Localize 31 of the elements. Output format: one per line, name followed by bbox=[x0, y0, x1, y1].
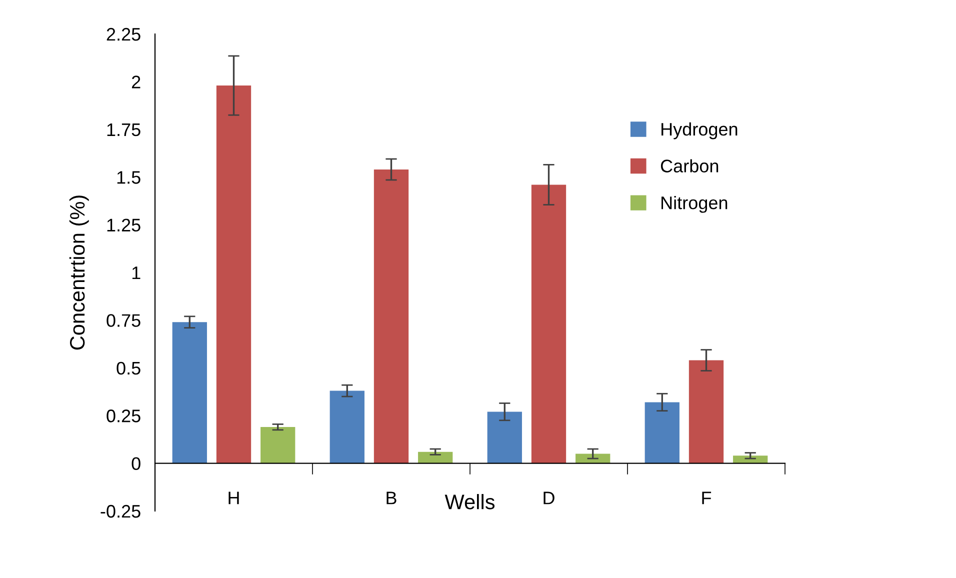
bar bbox=[644, 402, 680, 464]
legend-label: Hydrogen bbox=[662, 122, 738, 140]
bar bbox=[688, 360, 724, 464]
bar bbox=[374, 169, 409, 464]
bar bbox=[216, 86, 252, 464]
y-axis-title: Concentrtion (%) bbox=[69, 196, 89, 350]
x-tick-label: B bbox=[386, 492, 396, 504]
legend-label: Nitrogen bbox=[662, 196, 728, 213]
y-tick-label: 2 bbox=[132, 76, 140, 88]
y-tick-label: 2.25 bbox=[106, 28, 140, 41]
bar bbox=[172, 322, 207, 464]
x-axis-title: Wells bbox=[444, 494, 495, 510]
y-tick-label: 1.5 bbox=[117, 171, 140, 184]
y-tick-label: -0.25 bbox=[100, 504, 140, 518]
y-tick-label: 0.75 bbox=[106, 314, 140, 327]
x-tick-label: H bbox=[228, 492, 239, 504]
y-tick-label: 0.25 bbox=[106, 410, 140, 422]
x-tick-label: D bbox=[544, 492, 554, 504]
bar bbox=[330, 390, 364, 464]
y-tick-label: 1.25 bbox=[107, 218, 140, 232]
x-tick-label: F bbox=[702, 492, 712, 504]
y-tick-label: 1.75 bbox=[107, 124, 140, 136]
bar bbox=[260, 427, 296, 464]
bar bbox=[733, 456, 768, 464]
y-tick-label: 1 bbox=[132, 266, 140, 280]
bar bbox=[487, 412, 522, 464]
y-tick-label: 0 bbox=[132, 457, 140, 470]
bar bbox=[531, 184, 566, 464]
y-tick-label: 0.5 bbox=[116, 362, 140, 375]
bar bbox=[418, 452, 453, 464]
legend-label: Carbon bbox=[660, 159, 718, 172]
